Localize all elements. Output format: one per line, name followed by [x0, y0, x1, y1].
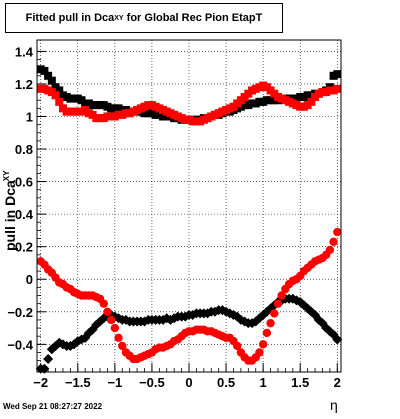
- red-circle-marker: [118, 341, 127, 351]
- plot-frame: [36, 39, 342, 373]
- y-tick-label: 1.2: [15, 77, 33, 92]
- y-tick-label: 0: [26, 272, 33, 287]
- y-tick-label: 1.4: [15, 44, 34, 59]
- black-diamond-marker: [39, 363, 50, 374]
- title-subscript: XY: [114, 14, 124, 22]
- red-circle-marker: [262, 328, 272, 338]
- black-diamond-marker: [120, 314, 131, 325]
- red-square-marker: [55, 97, 64, 106]
- red-square-marker: [307, 97, 316, 106]
- red-circle-marker: [277, 291, 286, 300]
- red-circle-marker: [232, 341, 242, 351]
- x-tick-label: 2: [334, 375, 341, 390]
- chart-title: Fitted pull in Dca XY for Global Rec Pion…: [6, 4, 282, 32]
- red-circle-marker: [258, 340, 268, 349]
- x-tick-label: −0.5: [139, 375, 165, 390]
- datestamp: Wed Sep 21 08:27:27 2022: [3, 402, 103, 411]
- y-tick-label: 0.8: [15, 142, 33, 157]
- y-axis-label-main: pull in Dca: [2, 180, 18, 251]
- red-circle-marker: [110, 323, 120, 333]
- title-main: Fitted pull in Dca: [25, 12, 115, 24]
- red-square-marker: [333, 84, 342, 93]
- red-circle-marker: [114, 333, 123, 343]
- black-diamond-marker: [332, 334, 343, 345]
- black-diamond-marker: [43, 353, 54, 364]
- red-square-marker: [51, 91, 60, 100]
- black-square-marker: [44, 71, 53, 80]
- x-tick-label: 1: [260, 375, 267, 390]
- red-circle-marker: [273, 299, 283, 308]
- black-square-marker: [55, 86, 64, 95]
- black-square-marker: [47, 76, 56, 85]
- red-circle-marker: [106, 315, 116, 325]
- red-circle-marker: [329, 237, 338, 247]
- title-suffix: for Global Rec Pion EtapT: [123, 12, 263, 24]
- black-square-marker: [40, 66, 49, 75]
- x-axis-label: η: [330, 397, 338, 413]
- title-box: Fitted pull in Dca XY for Global Rec Pion…: [5, 3, 283, 33]
- red-circle-marker: [333, 227, 342, 237]
- red-circle-marker: [103, 307, 112, 316]
- red-circle-marker: [255, 348, 264, 357]
- x-tick-label: 0.5: [217, 375, 235, 390]
- y-tick-label: 0.4: [15, 207, 34, 222]
- x-tick-label: −1: [107, 375, 122, 390]
- black-square-marker: [333, 70, 342, 79]
- x-tick-label: 1.5: [291, 375, 309, 390]
- y-tick-label: 0.6: [15, 175, 33, 190]
- x-tick-label: −2: [33, 375, 48, 390]
- black-diamond-marker: [250, 316, 261, 327]
- y-tick-label: 0.2: [15, 240, 33, 255]
- red-circle-marker: [325, 245, 335, 255]
- y-axis-label: pull in DcaXY: [2, 131, 22, 251]
- y-tick-label: −0.2: [7, 305, 33, 320]
- y-tick-label: −0.4: [7, 337, 33, 352]
- x-tick-label: 0: [185, 375, 192, 390]
- y-tick-label: 1: [26, 109, 33, 124]
- y-axis-label-subscript: XY: [2, 170, 11, 182]
- red-circle-marker: [266, 318, 275, 328]
- red-circle-marker: [270, 309, 279, 318]
- red-circle-marker: [99, 299, 108, 308]
- x-tick-label: −1.5: [65, 375, 91, 390]
